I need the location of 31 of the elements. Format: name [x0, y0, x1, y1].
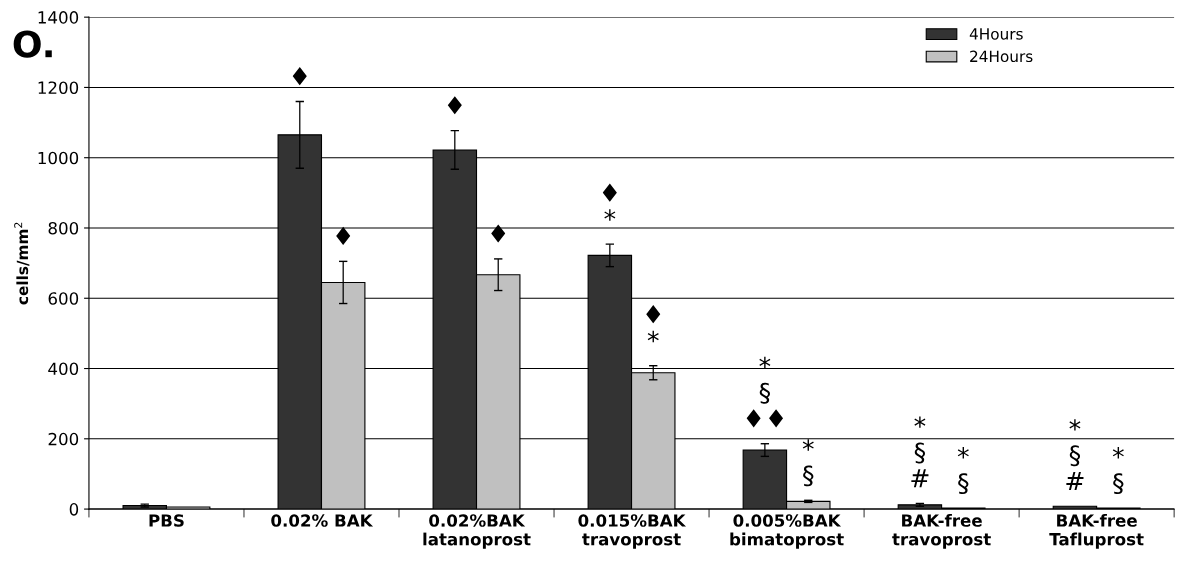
- y-tick-label: 600: [48, 292, 79, 305]
- annotation: ♦ *: [602, 183, 617, 221]
- annotation: ♦: [292, 66, 307, 86]
- y-axis-title: cells/mm$^{2}$: [14, 222, 30, 305]
- legend-label: 4Hours: [969, 28, 1023, 40]
- annotation: * §: [1112, 447, 1124, 495]
- y-tick-label: 1400: [38, 11, 79, 24]
- annotation: ♦ *: [646, 305, 661, 343]
- y-tick-label: 0: [69, 503, 79, 516]
- y-tick-label: 400: [48, 362, 79, 376]
- annotation: * §: [802, 439, 814, 487]
- annotation: ♦: [447, 96, 462, 115]
- x-tick-label: 0.02%BAK latanoprost: [423, 514, 531, 549]
- annotation: * § ♦♦: [746, 356, 784, 428]
- annotation: * § #: [1066, 419, 1084, 490]
- annotation: ♦: [336, 226, 351, 246]
- x-tick-label: 0.015%BAK travoprost: [578, 514, 687, 549]
- x-tick-label: PBS: [149, 514, 184, 527]
- x-tick-label: BAK-free Tafluprost: [1049, 513, 1144, 549]
- y-tick-label: 800: [48, 221, 79, 235]
- x-tick-label: 0.005%BAK bimatoprost: [730, 514, 844, 549]
- legend-label: 24Hours: [970, 50, 1033, 63]
- y-tick-label: 1000: [38, 151, 79, 165]
- annotation: ♦: [491, 224, 506, 243]
- x-tick-label: BAK-free travoprost: [892, 513, 991, 549]
- y-tick-label: 200: [48, 432, 79, 446]
- chart-title: O.: [13, 30, 52, 58]
- annotation: * § #: [911, 416, 929, 488]
- x-tick-label: 0.02% BAK: [271, 514, 374, 527]
- y-tick-label: 1200: [38, 81, 79, 94]
- annotation: * §: [957, 447, 969, 495]
